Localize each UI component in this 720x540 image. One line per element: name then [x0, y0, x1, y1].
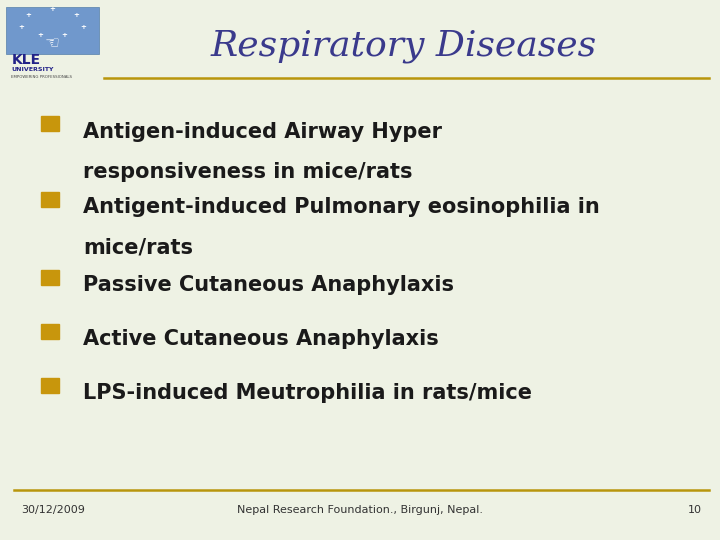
FancyBboxPatch shape — [6, 7, 99, 54]
Text: mice/rats: mice/rats — [83, 238, 193, 258]
Text: Antigen-induced Airway Hyper: Antigen-induced Airway Hyper — [83, 122, 442, 141]
Bar — [41, 270, 59, 285]
Text: +: + — [25, 12, 31, 18]
Bar — [41, 192, 59, 207]
Text: Nepal Research Foundation., Birgunj, Nepal.: Nepal Research Foundation., Birgunj, Nep… — [237, 505, 483, 515]
Text: LPS-induced Meutrophilia in rats/mice: LPS-induced Meutrophilia in rats/mice — [83, 383, 532, 403]
Bar — [41, 116, 59, 131]
Text: responsiveness in mice/rats: responsiveness in mice/rats — [83, 162, 413, 182]
Text: ☜: ☜ — [45, 34, 60, 52]
Text: EMPOWERING PROFESSIONALS: EMPOWERING PROFESSIONALS — [12, 76, 73, 79]
Text: +: + — [61, 32, 67, 38]
Text: Respiratory Diseases: Respiratory Diseases — [210, 29, 596, 63]
Text: Antigent-induced Pulmonary eosinophilia in: Antigent-induced Pulmonary eosinophilia … — [83, 197, 600, 217]
Text: +: + — [81, 24, 86, 30]
Text: Passive Cutaneous Anaphylaxis: Passive Cutaneous Anaphylaxis — [83, 275, 454, 295]
Text: +: + — [49, 6, 55, 12]
Text: +: + — [73, 12, 79, 18]
Text: +: + — [18, 24, 24, 30]
Text: Active Cutaneous Anaphylaxis: Active Cutaneous Anaphylaxis — [83, 329, 438, 349]
Bar — [41, 324, 59, 339]
Bar — [41, 378, 59, 393]
Text: KLE: KLE — [12, 53, 40, 67]
Text: UNIVERSITY: UNIVERSITY — [12, 67, 54, 72]
Text: 10: 10 — [688, 505, 702, 515]
Text: +: + — [37, 32, 43, 38]
Text: 30/12/2009: 30/12/2009 — [22, 505, 86, 515]
